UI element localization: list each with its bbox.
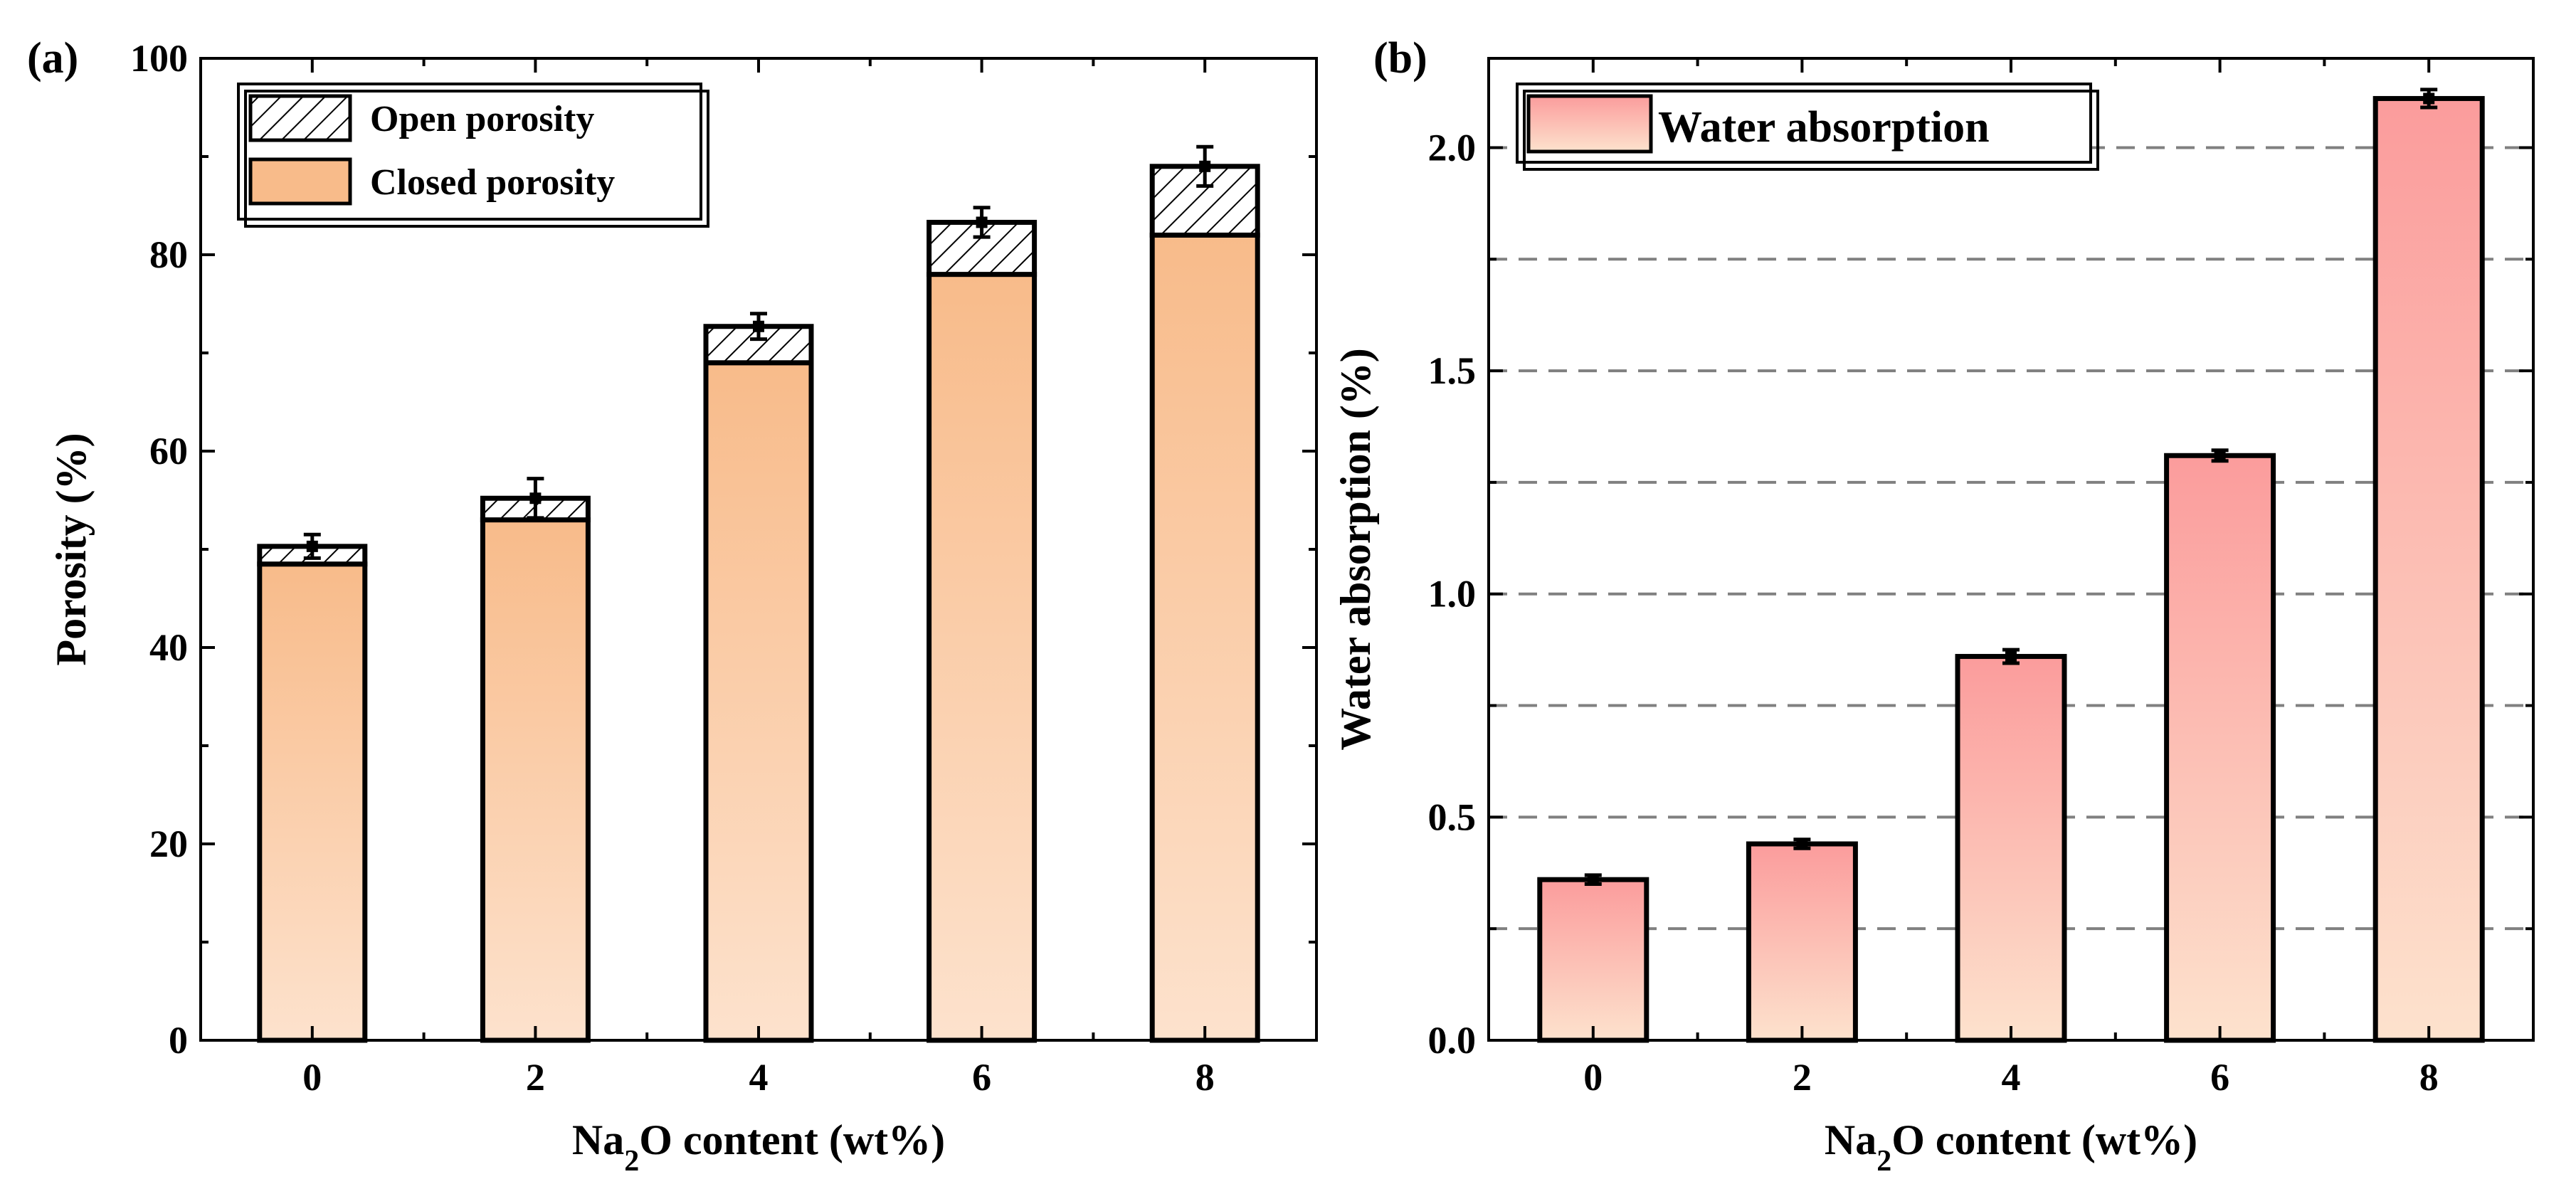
x-tick-label: 0	[302, 1056, 322, 1099]
y-tick-label: 1.5	[1428, 349, 1477, 392]
y-axis-title-b: Water absorption (%)	[1332, 348, 1379, 751]
bar-closed-porosity	[927, 272, 1038, 1043]
panel-label-b: (b)	[1373, 34, 1427, 83]
y-tick-label: 40	[149, 626, 188, 669]
bar-water-absorption	[2372, 95, 2485, 1043]
mean-marker	[976, 216, 988, 228]
y-tick-label: 0	[169, 1019, 188, 1062]
legend-swatch-open	[248, 94, 352, 142]
panel-a: 0 20 40 60 80 100 0 2 4 6 8 (a) Porosity (%) Na2O …	[27, 34, 1318, 1178]
x-tick-label: 0	[1583, 1056, 1603, 1099]
legend-a: Open porosity Closed porosity	[237, 83, 709, 228]
y-tick-label: 100	[130, 37, 188, 80]
bar-water-absorption	[2164, 453, 2276, 1043]
bar-water-absorption	[1955, 654, 2067, 1043]
panel-label-a: (a)	[27, 34, 78, 83]
y-tick-label: 1.0	[1428, 573, 1477, 615]
bar-closed-porosity	[703, 360, 814, 1043]
x-axis-title-a: Na2O content (wt%)	[572, 1116, 945, 1178]
x-tick-label: 2	[526, 1056, 545, 1099]
mean-marker	[2423, 93, 2435, 105]
legend-swatch-water	[1526, 94, 1653, 154]
x-tick-label: 6	[2210, 1056, 2229, 1099]
bar-water-absorption	[1537, 877, 1649, 1043]
y-tick-label: 20	[149, 823, 188, 865]
bar-water-absorption	[1746, 841, 1858, 1043]
y-axis-title-a: Porosity (%)	[48, 433, 95, 665]
legend-label-closed: Closed porosity	[370, 162, 615, 203]
mean-marker	[1587, 874, 1599, 886]
x-tick-label: 2	[1793, 1056, 1812, 1099]
legend-label-open: Open porosity	[370, 99, 594, 139]
x-tick-label: 4	[2002, 1056, 2021, 1099]
mean-marker	[529, 492, 542, 504]
mean-marker	[1199, 160, 1211, 172]
mean-marker	[753, 320, 764, 332]
legend-label-water: Water absorption	[1658, 103, 1990, 152]
mean-marker	[306, 540, 318, 552]
bar-closed-porosity	[1149, 232, 1260, 1043]
mean-marker	[2005, 650, 2017, 662]
y-tick-label: 80	[149, 233, 188, 276]
bar-closed-porosity	[480, 517, 591, 1043]
legend-swatch-closed	[248, 157, 352, 206]
x-axis-title-b: Na2O content (wt%)	[1825, 1116, 2197, 1178]
y-tick-label: 0.0	[1428, 1019, 1477, 1062]
y-tick-label: 2.0	[1428, 126, 1477, 169]
x-tick-label: 4	[749, 1056, 769, 1099]
y-tick-label: 0.5	[1428, 796, 1477, 838]
x-tick-label: 8	[1195, 1056, 1215, 1099]
legend-b: Water absorption	[1516, 83, 2099, 171]
panel-b: 0.0 0.5 1.0 1.5 2.0 0 2 4 6 8 (b) Water absorptio…	[1332, 34, 2535, 1178]
bar-closed-porosity	[257, 561, 368, 1043]
x-tick-label: 8	[2419, 1056, 2439, 1099]
y-tick-label: 60	[149, 430, 188, 472]
mean-marker	[1796, 838, 1808, 850]
mean-marker	[2214, 450, 2226, 462]
x-tick-label: 6	[972, 1056, 991, 1099]
